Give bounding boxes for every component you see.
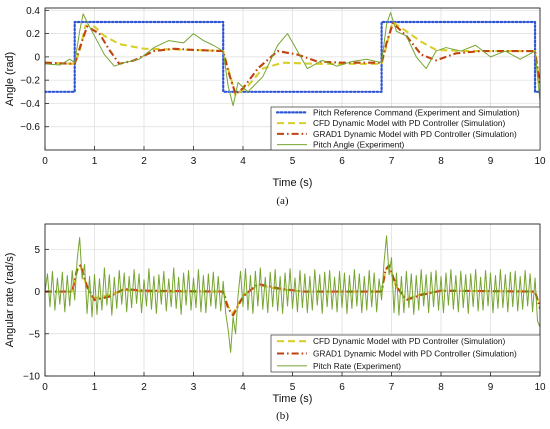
x-tick-label: 2 bbox=[141, 382, 147, 393]
x-tick-label: 7 bbox=[389, 156, 395, 167]
y-tick-label: 0 bbox=[34, 52, 40, 63]
series-line-3 bbox=[45, 12, 540, 107]
x-tick-label: 0 bbox=[42, 382, 48, 393]
x-tick-label: 3 bbox=[191, 382, 197, 393]
series-line-1 bbox=[45, 264, 540, 317]
y-tick-label: −0.6 bbox=[20, 122, 40, 133]
legend-entry: Pitch Reference Command (Experiment and … bbox=[313, 107, 520, 117]
x-tick-label: 1 bbox=[92, 382, 98, 393]
x-tick-label: 6 bbox=[339, 156, 345, 167]
x-axis-label: Time (s) bbox=[273, 393, 313, 405]
chart-panel-a: 0 1 2 3 4 5 6 7 8 9 10 −0.6 −0.4 −0.2 0 0.2 0.4 Time (s) A… bbox=[4, 6, 546, 207]
x-tick-label: 2 bbox=[141, 156, 147, 167]
y-tick-label: 5 bbox=[34, 245, 40, 256]
x-tick-label: 6 bbox=[339, 382, 345, 393]
panel-caption: (a) bbox=[276, 195, 289, 207]
x-tick-label: 4 bbox=[240, 382, 246, 393]
x-tick-label: 5 bbox=[290, 382, 296, 393]
y-tick-label: 0 bbox=[34, 287, 40, 298]
series-line-1 bbox=[45, 20, 540, 97]
y-tick-label: −0.2 bbox=[20, 76, 40, 87]
series-line-2 bbox=[45, 235, 540, 353]
legend: CFD Dynamic Model with PD Controller (Si… bbox=[270, 334, 541, 373]
y-tick-label: −0.4 bbox=[20, 99, 40, 110]
series-line-0 bbox=[45, 265, 540, 315]
x-axis-label: Time (s) bbox=[273, 177, 313, 189]
legend-box bbox=[270, 334, 541, 373]
x-tick-label: 3 bbox=[191, 156, 197, 167]
series-line-2 bbox=[45, 22, 540, 96]
panel-caption: (b) bbox=[276, 410, 289, 422]
legend-box bbox=[270, 106, 541, 151]
legend-entry: CFD Dynamic Model with PD Controller (Si… bbox=[313, 118, 505, 128]
x-tick-label: 5 bbox=[290, 156, 296, 167]
x-tick-label: 0 bbox=[42, 156, 48, 167]
legend: Pitch Reference Command (Experiment and … bbox=[270, 106, 541, 151]
y-axis-label: Angle (rad) bbox=[4, 52, 16, 106]
x-tick-label: 7 bbox=[389, 382, 395, 393]
x-tick-label: 10 bbox=[534, 156, 546, 167]
x-tick-label: 10 bbox=[534, 382, 546, 393]
y-tick-label: 0.2 bbox=[26, 29, 40, 40]
y-axis-label: Angular rate (rad/s) bbox=[4, 253, 16, 348]
legend-entry: GRAD1 Dynamic Model with PD Controller (… bbox=[313, 349, 517, 359]
legend-entry: Pitch Angle (Experiment) bbox=[313, 140, 405, 150]
x-tick-label: 8 bbox=[438, 382, 444, 393]
legend-entry: Pitch Rate (Experiment) bbox=[313, 361, 401, 371]
legend-entry: CFD Dynamic Model with PD Controller (Si… bbox=[313, 336, 505, 346]
y-tick-label: −5 bbox=[29, 329, 41, 340]
x-tick-label: 8 bbox=[438, 156, 444, 167]
x-tick-label: 9 bbox=[488, 382, 494, 393]
x-tick-label: 4 bbox=[240, 156, 246, 167]
x-tick-label: 1 bbox=[92, 156, 98, 167]
legend-entry: GRAD1 Dynamic Model with PD Controller (… bbox=[313, 129, 517, 139]
y-tick-label: −10 bbox=[23, 372, 40, 383]
y-tick-label: 0.4 bbox=[26, 6, 40, 17]
x-tick-label: 9 bbox=[488, 156, 494, 167]
